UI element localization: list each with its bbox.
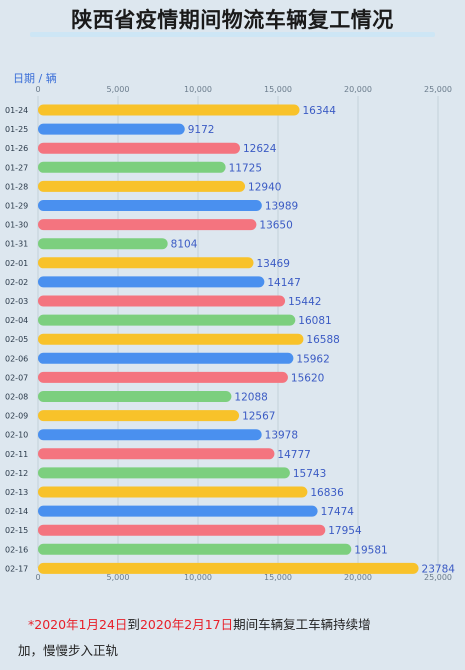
data-label: 12940 [248,181,281,193]
bar [38,123,185,135]
data-label: 16836 [310,487,344,499]
data-label: 15442 [288,296,321,308]
category-label: 01-24 [5,106,28,115]
data-label: 13978 [265,430,298,442]
data-label: 13989 [265,201,298,213]
category-label: 01-25 [5,125,28,134]
category-label: 01-29 [5,202,28,211]
chart-title: 陕西省疫情期间物流车辆复工情况 [71,8,394,32]
x-tick-label-bottom: 20,000 [344,573,372,582]
x-tick-label-bottom: 15,000 [264,573,292,582]
category-label: 02-17 [5,564,28,573]
x-tick-label-bottom: 0 [35,573,40,582]
category-label: 02-12 [5,469,28,478]
data-label: 12088 [234,392,267,404]
category-label: 02-16 [5,545,28,554]
bar [38,104,300,116]
x-tick-label-top: 25,000 [424,85,452,94]
category-label: 02-09 [5,412,28,421]
data-label: 12567 [242,411,275,423]
bar [38,180,246,192]
title-underline [30,32,435,37]
data-label: 16344 [303,105,337,117]
data-label: 11725 [229,162,262,174]
data-label: 17474 [321,506,355,518]
category-label: 02-05 [5,335,28,344]
x-tick-label-top: 0 [35,85,40,94]
bar [38,486,308,498]
data-label: 12624 [243,143,277,155]
x-tick-label-top: 15,000 [264,85,292,94]
category-label: 01-26 [5,144,28,153]
category-label: 02-08 [5,393,28,402]
bar [38,467,290,479]
footnote-line2: 加，慢慢步入正轨 [18,643,119,658]
data-label: 23784 [422,563,456,575]
category-label: 01-27 [5,163,28,172]
category-label: 01-28 [5,182,28,191]
category-label: 01-31 [5,240,28,249]
data-label: 16081 [298,315,331,327]
bar [38,219,257,231]
bar [38,352,294,364]
data-label: 8104 [171,239,198,251]
category-label: 02-14 [5,507,28,516]
data-label: 15743 [293,468,326,480]
bar [38,276,265,288]
bar [38,562,419,574]
x-tick-label-bottom: 5,000 [107,573,130,582]
category-label: 02-11 [5,450,28,459]
category-label: 02-15 [5,526,28,535]
x-tick-label-top: 10,000 [184,85,212,94]
category-label: 02-06 [5,354,28,363]
footnote-start-date: 2020年1月24日 [34,617,128,632]
bar [38,142,240,154]
category-label: 02-10 [5,431,28,440]
footnote-end-date: 2020年2月17日 [139,617,234,632]
data-label: 19581 [354,544,387,556]
data-label: 13650 [259,220,292,232]
bar [38,543,352,555]
data-label: 16588 [306,334,339,346]
axis-caption: 日期 / 辆 [13,71,57,85]
footnote: *2020年1月24日到2020年2月17日期间车辆复工车辆持续增 [28,612,448,638]
data-label: 9172 [188,124,215,136]
data-label: 15620 [291,372,324,384]
category-label: 02-03 [5,297,28,306]
category-label: 01-30 [5,221,28,230]
x-tick-label-top: 5,000 [107,85,130,94]
category-label: 02-04 [5,316,28,325]
data-label: 14777 [277,449,310,461]
data-label: 13469 [257,258,290,270]
bar [38,429,262,441]
footnote-text-line1: 期间车辆复工车辆持续增 [233,617,371,632]
category-label: 02-02 [5,278,28,287]
x-tick-label-bottom: 25,000 [424,573,452,582]
bar [38,200,262,211]
bar [38,161,226,173]
bar [38,505,318,517]
bar [38,333,304,345]
bar [38,410,240,422]
bar [38,371,288,383]
bar [38,524,326,536]
title-block: 陕西省疫情期间物流车辆复工情况 [30,4,435,38]
category-label: 02-13 [5,488,28,497]
data-label: 17954 [328,525,362,537]
data-label: 14147 [267,277,300,289]
bar [38,314,296,326]
category-label: 02-07 [5,373,28,382]
bar [38,448,275,460]
bar [38,391,232,402]
x-tick-label-bottom: 10,000 [184,573,212,582]
bar [38,238,168,250]
bar [38,295,286,307]
category-label: 02-01 [5,259,28,268]
x-tick-label-top: 20,000 [344,85,372,94]
footnote-connector: 到 [127,617,140,632]
footnote-star: * [28,617,35,632]
data-label: 15962 [296,353,329,365]
bar [38,257,254,269]
